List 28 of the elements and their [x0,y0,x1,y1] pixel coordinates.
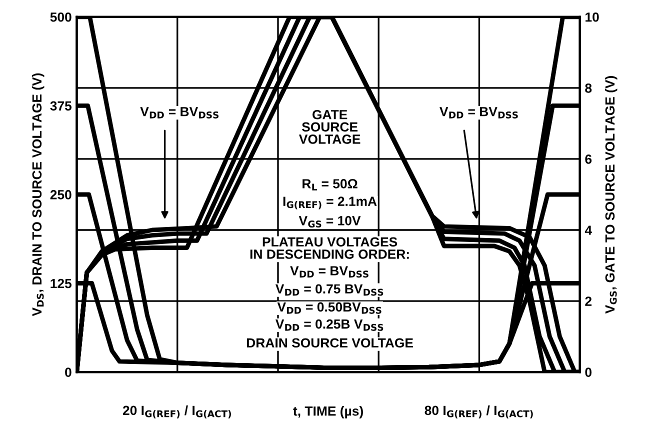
annotation: R$_{L}$ = 50Ω [302,179,358,190]
y2-axis-title: V$_{GS}$, GATE TO SOURCE VOLTAGE (V) [604,76,618,314]
annotation: V$_{DD}$ = BV$_{DSS}$ [290,266,368,278]
y2-tick-label: 10 [586,12,599,22]
y-tick-label: 250 [50,190,72,200]
y2-tick-label: 2 [585,296,592,306]
y-tick-label: 125 [50,278,72,288]
y-tick-label: 375 [50,101,72,111]
annotation: V$_{DD}$ = BV$_{DSS}$ [440,107,518,118]
y-axis-title: V$_{DS}$, DRAIN TO SOURCE VOLTAGE (V) [32,73,44,316]
annotation: V$_{DD}$ = 0.25B V$_{DSS}$ [275,319,384,331]
annotation: V$_{DD}$ = BV$_{DSS}$ [140,107,219,118]
annotation: V$_{GS}$ = 10V [298,216,361,228]
annotation: V$_{DD}$ = 0.75 BV$_{DSS}$ [275,284,384,296]
annotation: PLATEAU VOLTAGES IN DESCENDING ORDER: [250,237,409,259]
x-tick-label: 80 I$_{G(REF)}$ / I$_{G(ACT)}$ [424,405,533,418]
y2-tick-label: 4 [584,226,592,235]
annotation: DRAIN SOURCE VOLTAGE [247,338,413,348]
x-axis-title: t, TIME (µs) [293,406,363,418]
y-tick-label: 0 [65,368,72,377]
y2-tick-label: 6 [585,154,592,164]
y2-tick-label: 0 [585,368,592,377]
annotation: I$_{G(REF)}$ = 2.1mA [283,196,377,210]
y2-tick-label: 8 [585,83,592,93]
y-tick-label: 500 [50,12,72,22]
annotation: V$_{DD}$ = 0.50BV$_{DSS}$ [277,302,382,314]
annotation: GATE SOURCE VOLTAGE [298,110,360,144]
x-tick-label: 20 I$_{G(REF)}$ / I$_{G(ACT)}$ [122,405,231,418]
